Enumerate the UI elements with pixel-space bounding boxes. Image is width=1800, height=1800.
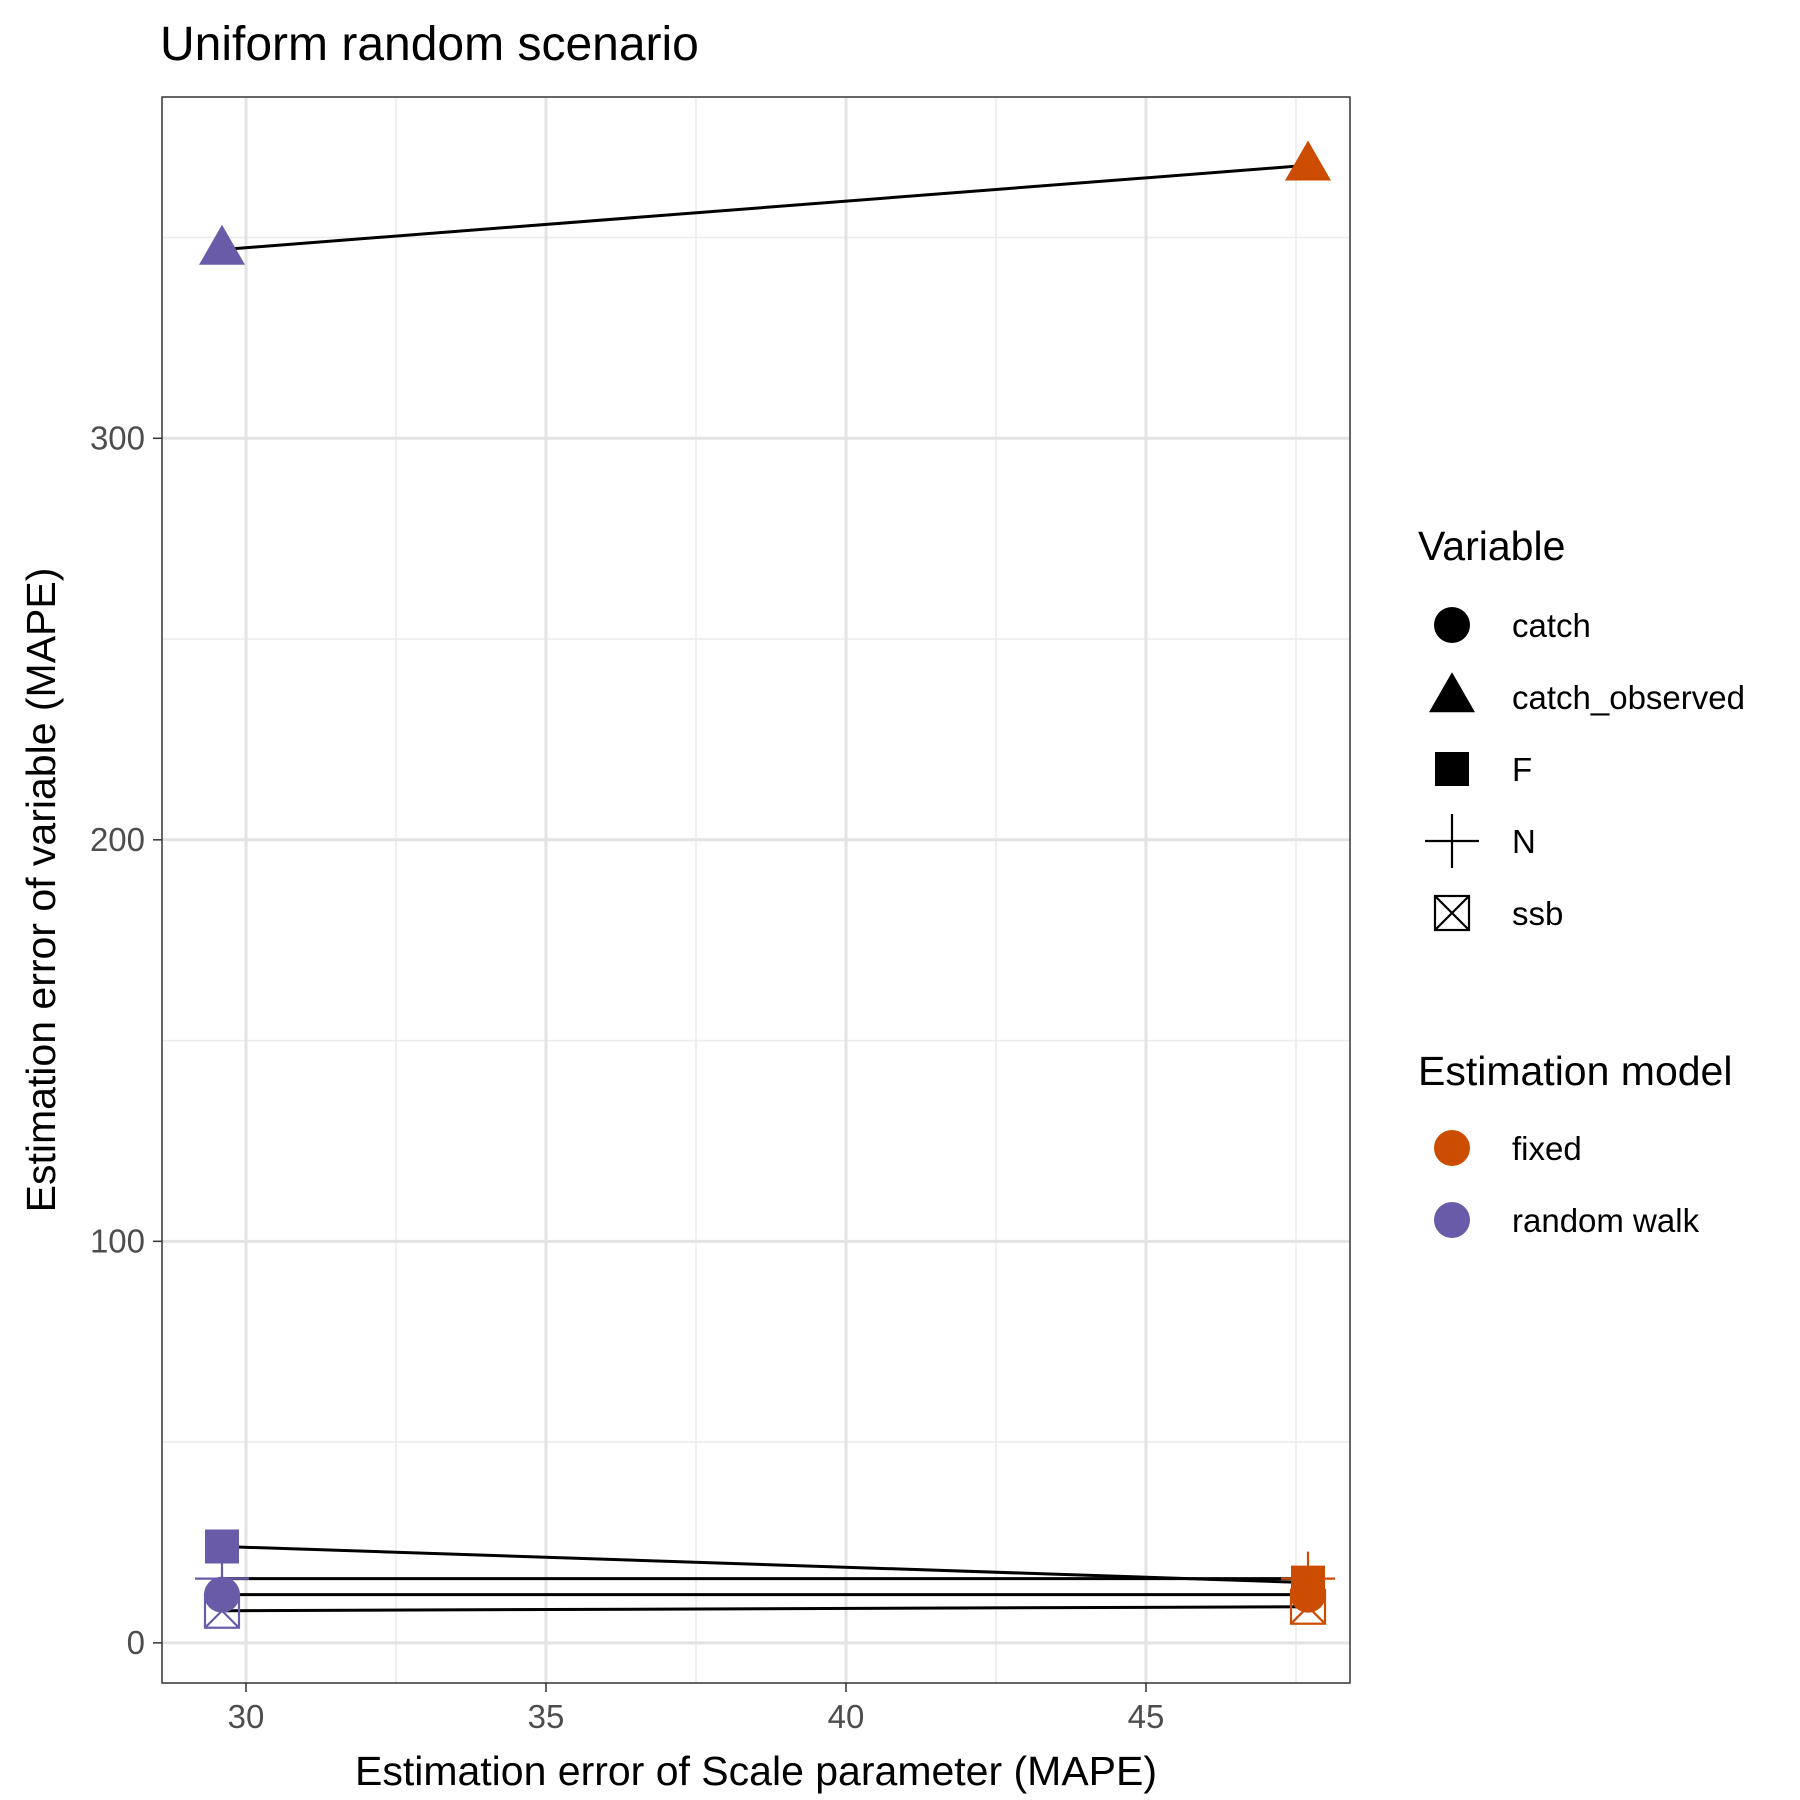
point-F-random-walk bbox=[205, 1529, 239, 1564]
chart-title: Uniform random scenario bbox=[160, 18, 699, 71]
legend-key-catch-observed bbox=[1429, 672, 1475, 713]
legend-label-ssb: ssb bbox=[1512, 895, 1563, 932]
x-tick-label: 40 bbox=[828, 1698, 865, 1735]
point-F-fixed bbox=[1291, 1565, 1325, 1600]
x-axis-title: Estimation error of Scale parameter (MAP… bbox=[355, 1748, 1157, 1794]
line-catch-observed bbox=[221, 163, 1309, 252]
x-axis: 30 35 40 45 bbox=[228, 1683, 1165, 1735]
y-axis: 0 100 200 300 bbox=[90, 419, 162, 1661]
legend-variable-title: Variable bbox=[1418, 523, 1565, 569]
legend-key-fixed bbox=[1434, 1130, 1470, 1166]
y-tick-label: 0 bbox=[127, 1624, 145, 1661]
legend-key-random-walk bbox=[1434, 1202, 1470, 1238]
y-tick-label: 200 bbox=[90, 821, 145, 858]
legend-label-F: F bbox=[1512, 751, 1532, 788]
y-tick-label: 300 bbox=[90, 419, 145, 456]
plot-border bbox=[161, 96, 1351, 1684]
legend-key-ssb bbox=[1433, 894, 1471, 932]
legend-key-catch bbox=[1434, 607, 1470, 643]
legend-label-catch-observed: catch_observed bbox=[1512, 679, 1745, 716]
plot-panel bbox=[162, 97, 1350, 1683]
y-axis-title: Estimation error of variable (MAPE) bbox=[18, 568, 64, 1213]
legend-label-fixed: fixed bbox=[1512, 1130, 1582, 1167]
point-catch-observed-random-walk bbox=[199, 224, 245, 265]
legend-estimation-model: Estimation model fixed random walk bbox=[1418, 1048, 1732, 1239]
legend-label-random-walk: random walk bbox=[1512, 1202, 1700, 1239]
y-tick-label: 100 bbox=[90, 1222, 145, 1259]
legend-key-N bbox=[1425, 814, 1479, 868]
connecting-lines bbox=[221, 163, 1309, 1613]
x-tick-label: 30 bbox=[228, 1698, 265, 1735]
point-catch-observed-fixed bbox=[1285, 140, 1331, 181]
legend-model-title: Estimation model bbox=[1418, 1048, 1732, 1094]
major-gridlines bbox=[162, 97, 1350, 1683]
legend-label-catch: catch bbox=[1512, 607, 1591, 644]
legend-label-N: N bbox=[1512, 823, 1536, 860]
data-points bbox=[195, 140, 1335, 1629]
x-tick-label: 35 bbox=[528, 1698, 565, 1735]
legend-key-F bbox=[1435, 752, 1469, 786]
x-tick-label: 45 bbox=[1128, 1698, 1165, 1735]
point-catch-random-walk bbox=[204, 1576, 240, 1613]
line-ssb bbox=[221, 1605, 1309, 1613]
line-F bbox=[221, 1544, 1309, 1585]
minor-gridlines bbox=[162, 97, 1350, 1683]
